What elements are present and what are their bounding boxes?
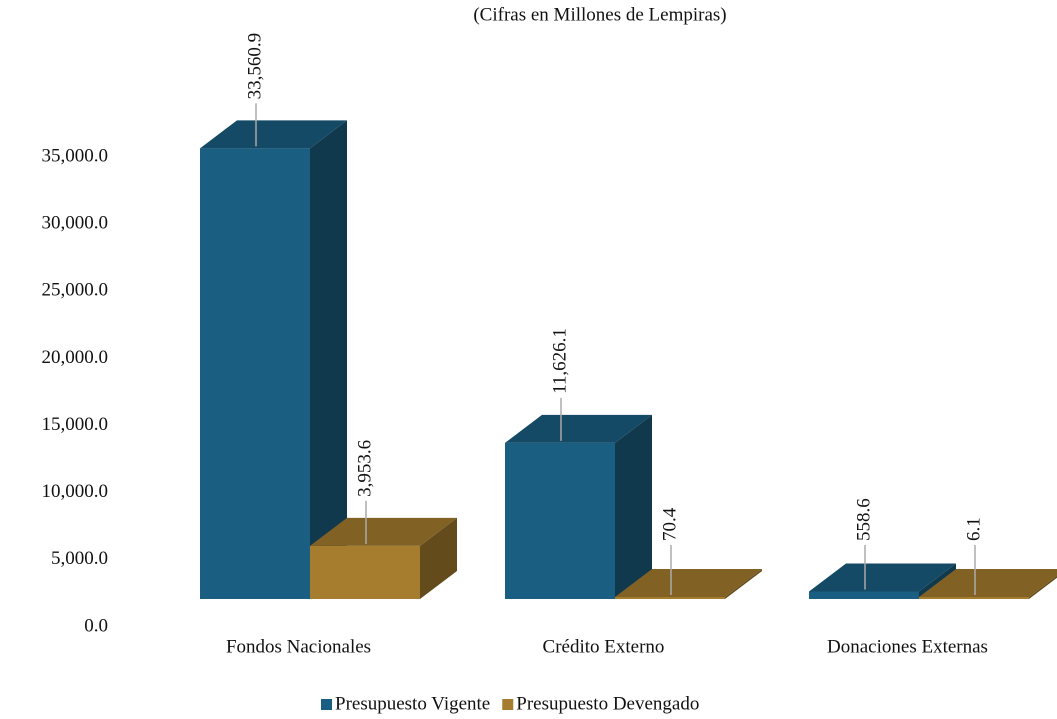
bar-side (615, 414, 652, 599)
y-tick-label: 0.0 (84, 615, 108, 636)
y-tick-label: 5,000.0 (51, 548, 108, 569)
chart-subtitle: (Cifras en Millones de Lempiras) (473, 4, 726, 25)
y-tick-label: 25,000.0 (42, 280, 109, 301)
x-tick-label: Fondos Nacionales (226, 636, 371, 657)
legend-label: Presupuesto Devengado (516, 693, 699, 714)
bar-side (310, 120, 347, 599)
value-label: 11,626.1 (549, 328, 570, 394)
legend-swatch (502, 699, 514, 710)
bar (505, 414, 652, 599)
bar-top (310, 517, 457, 546)
y-tick-label: 20,000.0 (42, 347, 109, 368)
value-label: 33,560.9 (244, 33, 265, 100)
bar-front (809, 591, 919, 599)
x-tick-label: Donaciones Externas (827, 636, 988, 657)
bar-top (505, 414, 652, 443)
bar-front (200, 148, 310, 599)
bar (615, 569, 762, 599)
y-tick-label: 15,000.0 (42, 414, 109, 435)
value-label: 558.6 (853, 498, 874, 541)
value-label: 3,953.6 (354, 440, 375, 497)
bar-front (919, 597, 1029, 599)
bar-side (725, 569, 762, 599)
bar-top (809, 563, 956, 592)
y-tick-label: 35,000.0 (42, 145, 109, 166)
value-label: 6.1 (963, 517, 984, 541)
bar-top (200, 120, 347, 149)
bar (310, 517, 457, 599)
bar-side (420, 517, 457, 599)
y-tick-label: 10,000.0 (42, 481, 109, 502)
bar-side (1029, 575, 1057, 599)
y-tick-label: 30,000.0 (42, 213, 109, 234)
bar (200, 120, 347, 599)
bar (919, 569, 1057, 599)
bar-front (310, 545, 420, 599)
bar-front (615, 597, 725, 599)
bar-front (505, 442, 615, 599)
legend-label: Presupuesto Vigente (335, 693, 490, 714)
bar-top (919, 569, 1057, 597)
legend-swatch (321, 699, 332, 710)
value-label: 70.4 (659, 507, 680, 541)
bar-top (615, 569, 762, 597)
x-tick-label: Crédito Externo (543, 636, 665, 657)
